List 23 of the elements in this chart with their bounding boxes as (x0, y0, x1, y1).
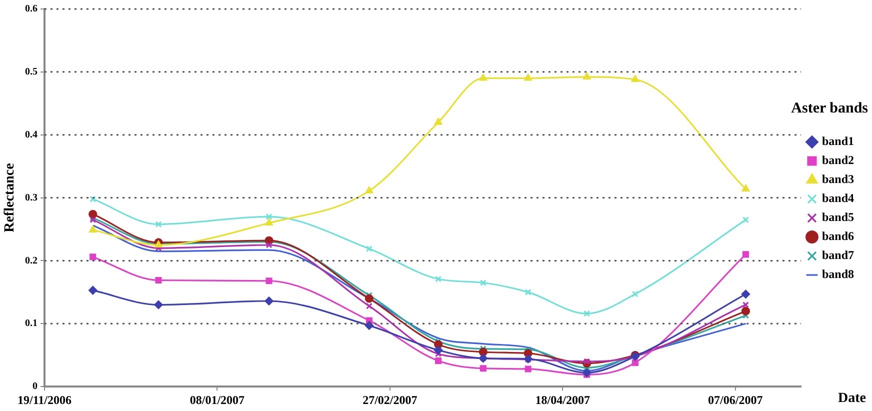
y-tick-label: 0.2 (25, 255, 38, 266)
legend-label: band2 (822, 153, 854, 168)
x-tick-label: 27/02/2007 (362, 392, 418, 407)
legend-label: band1 (822, 134, 854, 148)
y-tick-label: 0.1 (25, 318, 38, 330)
y-tick-label: 0.3 (25, 192, 38, 204)
legend-label: band4 (822, 191, 854, 206)
y-axis-title: Reflectance (2, 163, 18, 232)
legend-label: band3 (822, 172, 854, 186)
y-tick-label: 0.6 (25, 4, 38, 15)
x-tick-label: 19/11/2006 (17, 392, 72, 407)
legend-label: band6 (822, 229, 854, 244)
legend-label: band5 (822, 210, 854, 224)
legend-label: band8 (822, 267, 854, 282)
legend-title: Aster bands (791, 100, 868, 116)
y-tick-label: 0 (32, 381, 38, 392)
x-tick-label: 18/04/2007 (535, 392, 590, 407)
y-tick-label: 0.5 (25, 66, 38, 78)
x-tick-label: 07/06/2007 (708, 392, 763, 407)
x-tick-label: 08/01/2007 (190, 392, 245, 407)
x-axis-title: Date (838, 391, 866, 406)
legend-label: band7 (822, 248, 854, 262)
y-tick-label: 0.4 (25, 129, 38, 140)
